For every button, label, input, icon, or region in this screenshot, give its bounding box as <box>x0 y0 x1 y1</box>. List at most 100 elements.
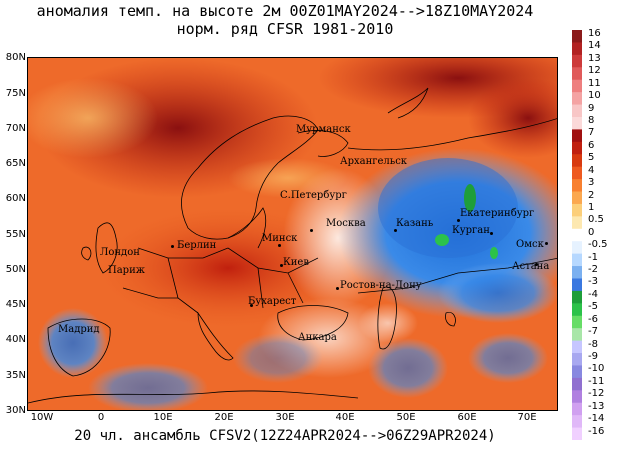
colorbar-label: 9 <box>588 102 595 114</box>
lon-label: 0 <box>97 412 105 423</box>
colorbar-swatch <box>572 253 582 267</box>
colorbar-label: 3 <box>588 177 595 189</box>
lon-label: 40E <box>335 412 355 423</box>
colorbar-swatch <box>572 290 582 304</box>
city-marker <box>280 264 283 267</box>
colorbar-swatch <box>572 241 582 255</box>
colorbar-label: 1 <box>588 201 595 213</box>
colorbar-label: -3 <box>588 276 598 288</box>
colorbar-label: -13 <box>588 400 605 412</box>
lat-label: 55N <box>5 229 26 240</box>
colorbar-label: 8 <box>588 114 595 126</box>
lat-label: 65N <box>5 158 26 169</box>
colorbar-swatch <box>572 191 582 205</box>
colorbar-swatch <box>572 42 582 56</box>
colorbar-label: 5 <box>588 152 595 164</box>
colorbar-swatch <box>572 79 582 93</box>
colorbar-swatch <box>572 427 582 440</box>
colorbar-label: -12 <box>588 388 605 400</box>
colorbar-label: 16 <box>588 28 601 39</box>
colorbar-swatch <box>572 129 582 143</box>
ensemble-caption: 20 чл. ансамбль CFSV2(12Z24APR2024-->06Z… <box>74 428 496 444</box>
lon-label: 50E <box>396 412 416 423</box>
colorbar-label: 13 <box>588 52 601 64</box>
city-marker <box>535 263 538 266</box>
lon-label: 10E <box>153 412 173 423</box>
colorbar-swatch <box>572 179 582 193</box>
colorbar-swatch <box>572 365 582 379</box>
city-label-kurgan: Курган <box>452 225 490 236</box>
city-label-astana: Астана <box>512 261 550 272</box>
colorbar-label: 11 <box>588 77 601 89</box>
colorbar-label: -8 <box>588 338 598 350</box>
colorbar-label: 6 <box>588 139 595 151</box>
colorbar <box>572 30 582 440</box>
colorbar-label: -14 <box>588 413 605 425</box>
colorbar-label: 2 <box>588 189 595 201</box>
colorbar-swatch <box>572 30 582 43</box>
city-marker <box>278 244 281 247</box>
colorbar-label: 0 <box>588 226 595 238</box>
colorbar-swatch <box>572 116 582 130</box>
map-subtitle: норм. ряд CFSR 1981-2010 <box>176 20 394 38</box>
city-label-arkhangelsk: Архангельск <box>340 156 408 167</box>
colorbar-swatch <box>572 92 582 106</box>
colorbar-swatch <box>572 353 582 366</box>
lat-label: 80N <box>5 52 26 63</box>
city-label-ankara: Анкара <box>298 332 337 343</box>
colorbar-swatch <box>572 166 582 180</box>
colorbar-label: -7 <box>588 326 598 338</box>
lat-label: 75N <box>5 88 26 99</box>
city-marker <box>545 242 548 245</box>
city-label-moscow: Москва <box>326 218 366 229</box>
colorbar-label: 10 <box>588 90 601 102</box>
city-marker <box>250 304 253 307</box>
city-marker <box>171 245 174 248</box>
anomaly-field <box>28 58 557 410</box>
colorbar-label: -1 <box>588 251 598 263</box>
city-label-berlin: Берлин <box>177 240 217 251</box>
colorbar-label: -11 <box>588 375 605 387</box>
colorbar-swatch <box>572 54 582 68</box>
colorbar-swatch <box>572 377 582 391</box>
lat-label: 35N <box>5 370 26 381</box>
colorbar-swatch <box>572 216 582 230</box>
city-label-london: Лондон <box>100 247 140 258</box>
lon-label: 60E <box>457 412 477 423</box>
lon-label: 70E <box>517 412 537 423</box>
colorbar-swatch <box>572 303 582 317</box>
lon-label: 30E <box>275 412 295 423</box>
city-label-yekaterinburg: Екатеринбург <box>460 208 535 219</box>
city-marker <box>336 287 339 290</box>
city-marker <box>490 232 493 235</box>
colorbar-label: -9 <box>588 351 598 363</box>
temperature-anomaly-map: Мурманск Архангельск С.Петербург Москва … <box>27 57 558 411</box>
colorbar-label: -16 <box>588 425 605 437</box>
lat-label: 50N <box>5 264 26 275</box>
colorbar-label: -5 <box>588 301 598 313</box>
lon-label: 10W <box>30 412 54 423</box>
colorbar-label: 0.5 <box>588 214 604 226</box>
city-label-bucharest: Бухарест <box>248 296 297 307</box>
colorbar-swatch <box>572 154 582 168</box>
colorbar-swatch <box>572 340 582 354</box>
lat-label: 30N <box>5 405 26 416</box>
colorbar-swatch <box>572 67 582 81</box>
city-label-madrid: Мадрид <box>58 324 100 335</box>
colorbar-swatch <box>572 415 582 429</box>
city-label-minsk: Минск <box>262 233 298 244</box>
colorbar-swatch <box>572 228 582 242</box>
colorbar-swatch <box>572 104 582 118</box>
colorbar-swatch <box>572 203 582 217</box>
city-label-kiev: Киев <box>283 257 309 268</box>
colorbar-swatch <box>572 315 582 329</box>
lat-label: 40N <box>5 334 26 345</box>
colorbar-swatch <box>572 390 582 404</box>
lat-label: 70N <box>5 123 26 134</box>
city-marker <box>394 229 397 232</box>
colorbar-label: -2 <box>588 264 598 276</box>
lon-label: 20E <box>214 412 234 423</box>
colorbar-label: 4 <box>588 164 595 176</box>
colorbar-swatch <box>572 328 582 342</box>
city-label-paris: Париж <box>108 265 145 276</box>
